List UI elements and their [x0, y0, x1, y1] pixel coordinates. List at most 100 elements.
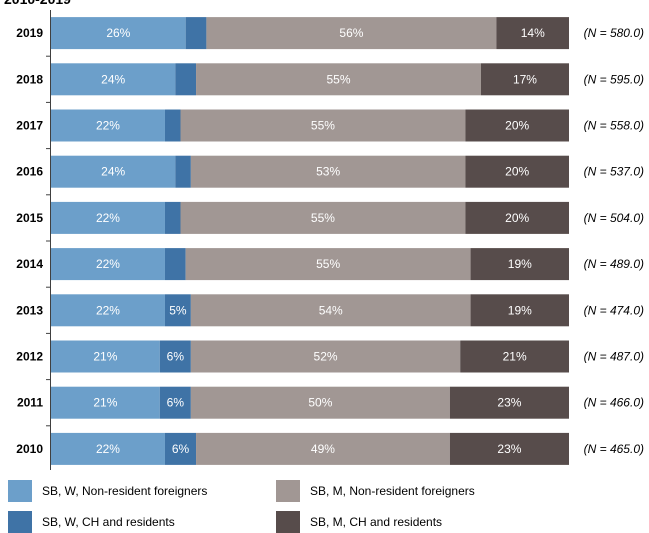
- bar-2010-series-1: [164, 432, 197, 465]
- data-label-2013-series-0: 22%: [96, 303, 120, 317]
- bar-2019-series-2: [206, 17, 497, 50]
- bar-2014-series-1: [164, 248, 186, 281]
- data-label-2013-series-1: 5%: [169, 303, 187, 317]
- data-label-2016-series-0: 24%: [101, 165, 125, 179]
- bar-2015-series-2: [180, 201, 466, 234]
- bar-2016-series-1: [175, 155, 191, 188]
- bar-2013-series-0: [51, 294, 165, 327]
- data-label-2012-series-2: 52%: [314, 350, 338, 364]
- legend-label-sb-w-ch-residents: SB, W, CH and residents: [42, 515, 175, 529]
- n-label-2012: (N = 487.0): [584, 350, 644, 364]
- legend-item-sb-w-ch-residents: SB, W, CH and residents: [8, 511, 175, 533]
- year-label-2014: 2014: [16, 257, 43, 271]
- n-label-2010: (N = 465.0): [584, 442, 644, 456]
- year-label-2011: 2011: [17, 396, 43, 410]
- legend-item-sb-m-ch-residents: SB, M, CH and residents: [276, 511, 442, 533]
- data-label-2017-series-3: 20%: [505, 119, 529, 133]
- data-label-2015-series-3: 20%: [505, 211, 529, 225]
- legend-swatch-sb-w-ch-residents: [8, 511, 32, 533]
- data-label-2012-series-3: 21%: [503, 350, 527, 364]
- bar-2017-series-0: [51, 109, 165, 142]
- chart-legend: SB, W, Non-resident foreigners SB, M, No…: [0, 470, 649, 533]
- data-label-2014-series-3: 19%: [508, 257, 532, 271]
- bar-2012-series-0: [51, 340, 160, 373]
- data-label-2010-series-0: 22%: [96, 442, 120, 456]
- data-label-2010-series-3: 23%: [497, 442, 521, 456]
- data-label-2014-series-2: 55%: [316, 257, 340, 271]
- n-label-2014: (N = 489.0): [584, 257, 644, 271]
- bar-2015-series-3: [465, 201, 569, 234]
- bar-2018-series-3: [480, 63, 569, 96]
- bar-2018-series-0: [51, 63, 176, 96]
- bar-2015-series-0: [51, 201, 165, 234]
- data-label-2016-series-3: 20%: [505, 165, 529, 179]
- bar-2011-series-2: [190, 386, 450, 419]
- year-label-2010: 2010: [16, 442, 43, 456]
- year-label-2015: 2015: [16, 211, 43, 225]
- bar-2018-series-1: [175, 63, 197, 96]
- data-label-2011-series-3: 23%: [497, 396, 521, 410]
- chart-title-fragment: 2010-2019: [4, 0, 71, 7]
- legend-swatch-sb-w-non-resident: [8, 480, 32, 502]
- bar-2012-series-3: [460, 340, 569, 373]
- legend-swatch-sb-m-ch-residents: [276, 511, 300, 533]
- data-label-2018-series-2: 55%: [326, 72, 350, 86]
- bar-2012-series-2: [190, 340, 461, 373]
- data-label-2013-series-2: 54%: [319, 303, 343, 317]
- n-label-2016: (N = 537.0): [584, 165, 644, 179]
- data-label-2016-series-2: 53%: [316, 165, 340, 179]
- n-label-2017: (N = 558.0): [584, 119, 644, 133]
- legend-item-sb-w-non-resident: SB, W, Non-resident foreigners: [8, 480, 207, 502]
- bar-2019-series-3: [496, 17, 569, 50]
- data-label-2015-series-2: 55%: [311, 211, 335, 225]
- data-label-2017-series-2: 55%: [311, 119, 335, 133]
- data-label-2018-series-0: 24%: [101, 72, 125, 86]
- stacked-bar-chart: 2019 26% 56% 14% (N = 580.0) 2018 24% 55% 17% (N …: [16, 10, 644, 470]
- data-label-2011-series-2: 50%: [308, 396, 332, 410]
- data-label-2019-series-0: 26%: [106, 26, 130, 40]
- bar-2019-series-1: [185, 17, 207, 50]
- year-label-2013: 2013: [16, 303, 43, 317]
- data-label-2010-series-1: 6%: [172, 442, 190, 456]
- bar-2014-series-3: [470, 248, 569, 281]
- n-label-2019: (N = 580.0): [584, 26, 644, 40]
- n-label-2015: (N = 504.0): [584, 211, 644, 225]
- bar-2013-series-2: [190, 294, 471, 327]
- legend-label-sb-m-non-resident: SB, M, Non-resident foreigners: [310, 484, 475, 498]
- data-label-2013-series-3: 19%: [508, 303, 532, 317]
- bar-2011-series-3: [449, 386, 569, 419]
- bar-2014-series-2: [185, 248, 471, 281]
- bar-2010-series-0: [51, 432, 165, 465]
- year-label-2019: 2019: [16, 26, 43, 40]
- year-label-2012: 2012: [16, 350, 43, 364]
- year-label-2017: 2017: [16, 119, 43, 133]
- legend-label-sb-w-non-resident: SB, W, Non-resident foreigners: [42, 484, 208, 498]
- n-label-2018: (N = 595.0): [584, 72, 644, 86]
- data-label-2019-series-3: 14%: [521, 26, 545, 40]
- bar-2017-series-3: [465, 109, 569, 142]
- bar-2011-series-0: [51, 386, 160, 419]
- bar-2017-series-2: [180, 109, 466, 142]
- legend-item-sb-m-non-resident: SB, M, Non-resident foreigners: [276, 480, 475, 502]
- legend-label-sb-m-ch-residents: SB, M, CH and residents: [310, 515, 443, 529]
- data-label-2015-series-0: 22%: [96, 211, 120, 225]
- bar-2016-series-3: [465, 155, 569, 188]
- bar-2014-series-0: [51, 248, 165, 281]
- bar-2013-series-1: [164, 294, 191, 327]
- year-label-2018: 2018: [16, 72, 43, 86]
- legend-swatch-sb-m-non-resident: [276, 480, 300, 502]
- data-label-2018-series-3: 17%: [513, 72, 537, 86]
- data-label-2019-series-2: 56%: [339, 26, 363, 40]
- bar-2010-series-3: [449, 432, 569, 465]
- data-label-2011-series-0: 21%: [93, 396, 117, 410]
- data-label-2011-series-1: 6%: [167, 396, 185, 410]
- bar-2016-series-0: [51, 155, 176, 188]
- bar-2013-series-3: [470, 294, 569, 327]
- bar-2010-series-2: [196, 432, 450, 465]
- n-label-2013: (N = 474.0): [584, 303, 644, 317]
- bar-2019-series-0: [51, 17, 186, 50]
- bar-2017-series-1: [164, 109, 181, 142]
- data-label-2012-series-1: 6%: [167, 350, 185, 364]
- bar-2015-series-1: [164, 201, 181, 234]
- data-label-2012-series-0: 21%: [93, 350, 117, 364]
